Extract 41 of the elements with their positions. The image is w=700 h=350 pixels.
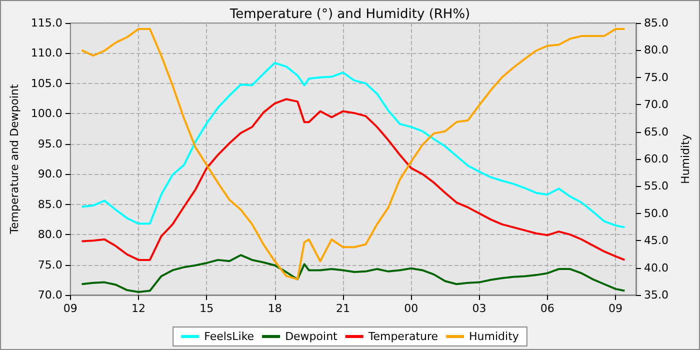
x-tick-label: 12 [132,302,146,315]
legend-label: Dewpoint [285,330,338,343]
legend-label: Humidity [469,330,520,343]
y2-tick-label: 55.0 [644,180,668,193]
x-tick-label: 09 [608,302,623,315]
x-tick-label: 03 [472,302,486,315]
y2-tick-label: 75.0 [644,70,668,84]
x-tick-label: 21 [336,302,350,315]
line-series [80,28,626,280]
line-series [80,98,626,261]
y-tick-label: 100.0 [30,107,62,120]
y2-tick-label: 70.0 [644,98,668,112]
y2-axis-title: Humidity [679,134,692,184]
y-tick-label: 115.0 [30,16,62,30]
y2-tick-label: 50.0 [644,206,668,220]
y2-tick-label: 80.0 [644,44,668,57]
legend-label: FeelsLike [204,330,254,343]
x-tick-label: 06 [540,302,554,315]
x-tick-label: 00 [404,302,418,315]
y-tick-label: 75.0 [38,258,62,272]
y-axis-title: Temperature and Dewpoint [8,83,21,235]
legend-label: Temperature [367,330,438,343]
y-tick-label: 105.0 [30,76,62,90]
y2-tick-label: 45.0 [644,234,668,248]
x-tick-label: 09 [63,302,78,315]
y-tick-label: 70.0 [38,288,62,302]
y2-tick-label: 85.0 [644,16,668,30]
chart-title: Temperature (°) and Humidity (RH%) [228,7,470,22]
x-tick-label: 15 [200,302,214,315]
y-tick-label: 80.0 [38,228,62,242]
x-tick-label: 18 [268,302,282,315]
y2-tick-label: 60.0 [644,152,668,166]
y-tick-label: 85.0 [38,198,62,211]
line-series [80,254,626,293]
y2-tick-label: 65.0 [644,125,668,138]
line-series [80,62,626,228]
y2-tick-label: 40.0 [644,261,668,274]
y-tick-label: 90.0 [38,168,62,181]
y2-tick-label: 35.0 [644,288,668,302]
y-tick-label: 110.0 [30,46,62,60]
y-tick-label: 95.0 [38,137,62,150]
